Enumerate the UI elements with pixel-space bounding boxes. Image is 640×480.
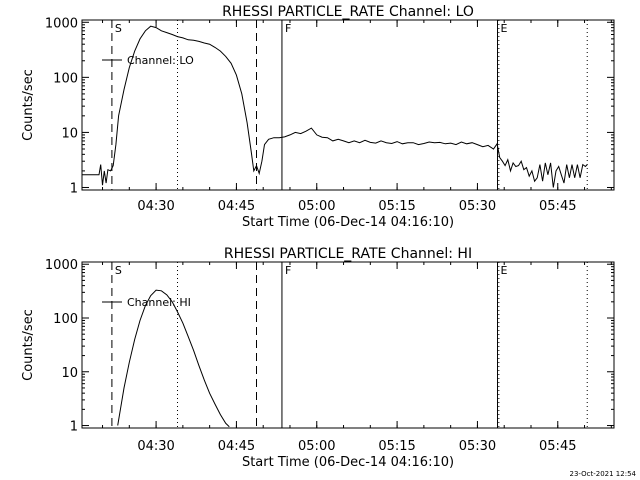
x-tick-label: 05:00 (298, 439, 335, 454)
y-tick-label: 1 (70, 420, 78, 435)
x-tick-label: 05:45 (539, 439, 576, 454)
y-axis-label: Counts/sec (21, 309, 36, 381)
chart-title: RHESSI PARTICLE_RATE Channel: LO (222, 4, 474, 20)
chart-hi: RHESSI PARTICLE_RATE Channel: HI 1 10 100 10… (21, 246, 615, 470)
x-tick-label: 05:15 (378, 439, 415, 454)
y-tick-label: 1000 (45, 16, 78, 31)
chart-lo: RHESSI PARTICLE_RATE Channel: LO 1 10 100 10… (21, 4, 615, 230)
x-tick-label: 04:30 (137, 439, 174, 454)
x-tick-label: 05:30 (459, 199, 496, 214)
y-tick-label: 1000 (45, 258, 78, 273)
y-tick-label: 100 (53, 71, 78, 86)
x-axis-label: Start Time (06-Dec-14 04:16:10) (242, 215, 454, 230)
x-tick-label: 04:45 (218, 439, 255, 454)
y-tick-label: 10 (61, 366, 78, 381)
x-tick-label: 04:45 (218, 199, 255, 214)
marker-label: E (501, 22, 508, 35)
x-axis-label: Start Time (06-Dec-14 04:16:10) (242, 455, 454, 470)
marker-label: E (501, 264, 508, 277)
x-tick-label: 05:30 (459, 439, 496, 454)
series-line-lo (82, 25, 588, 188)
x-tick-label: 05:00 (298, 199, 335, 214)
y-tick-label: 10 (61, 126, 78, 141)
plot-frame (81, 19, 615, 191)
legend-label: Channel: HI (127, 296, 191, 309)
plot-frame (81, 261, 615, 429)
chart-title: RHESSI PARTICLE_RATE Channel: HI (224, 246, 472, 262)
series-line-hi (117, 289, 230, 428)
x-tick-label: 04:30 (137, 199, 174, 214)
legend-label: Channel: LO (127, 54, 194, 67)
marker-label: S (115, 22, 122, 35)
footer-timestamp: 23-Oct-2021 12:54 (570, 470, 637, 478)
marker-label: F (285, 264, 291, 277)
x-tick-label: 05:15 (378, 199, 415, 214)
y-tick-label: 100 (53, 312, 78, 327)
y-axis-label: Counts/sec (21, 69, 36, 141)
marker-label: S (115, 264, 122, 277)
x-tick-label: 05:45 (539, 199, 576, 214)
marker-label: F (285, 22, 291, 35)
y-tick-label: 1 (70, 181, 78, 196)
